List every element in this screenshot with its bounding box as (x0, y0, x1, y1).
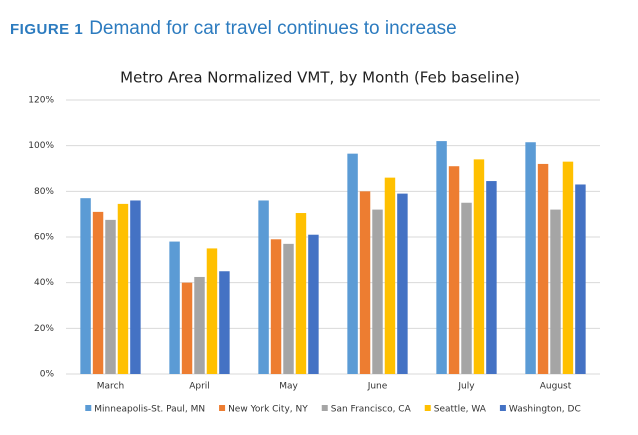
bar (397, 193, 408, 374)
y-tick-label: 20% (34, 324, 54, 334)
bar (562, 161, 574, 374)
bar (258, 200, 269, 374)
figure-caption: Demand for car travel continues to incre… (89, 18, 457, 39)
bar (295, 213, 307, 374)
legend-swatch (219, 405, 226, 411)
bar (130, 200, 141, 374)
bar (448, 166, 460, 374)
legend-swatch (424, 405, 431, 411)
bar (169, 241, 180, 374)
bar (308, 234, 319, 374)
bar (372, 209, 383, 374)
legend-swatch (85, 405, 92, 411)
x-tick-label: April (189, 382, 210, 392)
bar (461, 202, 472, 374)
bar (473, 159, 485, 374)
bar (359, 191, 371, 374)
bar (550, 209, 561, 374)
bar (117, 203, 129, 374)
bar (347, 153, 358, 374)
bar (486, 181, 497, 374)
y-tick-label: 120% (28, 96, 54, 106)
y-tick-label: 40% (34, 278, 54, 288)
legend-label: Washington, DC (509, 405, 581, 415)
legend-label: New York City, NY (228, 405, 308, 415)
y-tick-label: 60% (34, 233, 54, 243)
legend-label: Minneapolis-St. Paul, MN (94, 405, 205, 415)
bar (206, 248, 218, 374)
x-tick-label: June (367, 382, 388, 392)
figure-header: FIGURE 1 Demand for car travel continues … (10, 18, 457, 40)
legend-label: San Francisco, CA (331, 405, 412, 415)
bar (525, 142, 536, 374)
bar (537, 163, 549, 374)
y-tick-label: 80% (34, 187, 54, 197)
x-tick-label: March (97, 382, 124, 392)
legend-swatch (321, 405, 328, 411)
bar (270, 239, 282, 374)
bar (219, 271, 230, 374)
figure-label: FIGURE 1 (10, 21, 84, 38)
legend-label: Seattle, WA (434, 405, 487, 415)
bar (80, 198, 91, 374)
bar (194, 276, 205, 374)
bar (181, 282, 193, 374)
y-tick-label: 100% (28, 141, 54, 151)
bar (105, 219, 116, 374)
bar (384, 177, 396, 374)
x-tick-label: August (540, 382, 572, 392)
x-tick-label: July (457, 382, 475, 392)
bar (92, 211, 104, 374)
bar (575, 184, 586, 374)
x-tick-label: May (279, 382, 298, 392)
bar (283, 243, 294, 374)
legend-swatch (499, 405, 506, 411)
y-tick-label: 0% (40, 370, 55, 380)
chart-title: Metro Area Normalized VMT, by Month (Feb… (120, 69, 520, 87)
bar (436, 141, 447, 374)
